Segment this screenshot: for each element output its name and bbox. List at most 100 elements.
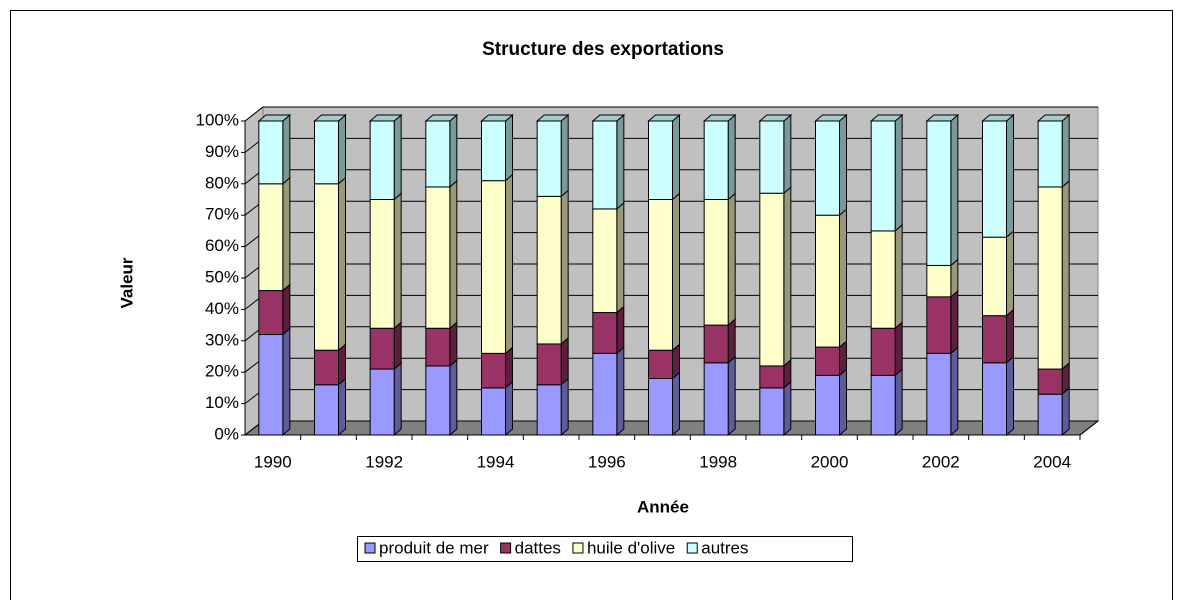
bar [369, 368, 395, 436]
bar-side [1061, 179, 1070, 371]
bar [258, 120, 284, 185]
bar [536, 384, 562, 436]
bar-side [338, 343, 346, 386]
y-tick-label: 20% [205, 362, 239, 381]
x-tick-label: 1996 [588, 452, 626, 471]
bar [759, 192, 785, 367]
bar-side [672, 371, 680, 437]
bar [870, 327, 896, 376]
bar-side [282, 283, 291, 336]
bar [369, 199, 395, 329]
y-axis-label: Valeur [117, 257, 136, 308]
bar-side [282, 176, 291, 292]
bar [815, 120, 840, 216]
bar [1037, 393, 1063, 436]
bar-side [616, 305, 625, 355]
bar-side [672, 192, 680, 352]
bar [815, 214, 840, 348]
x-tick-label: 2000 [811, 452, 849, 471]
bar-side [393, 321, 402, 371]
bar [314, 349, 339, 386]
bar [648, 349, 673, 379]
chart-title: Structure des exportations [482, 39, 724, 60]
y-tick-label: 100% [196, 110, 239, 129]
bar-side [338, 176, 346, 352]
bar [759, 365, 785, 389]
bar [648, 199, 673, 351]
bar [982, 315, 1007, 364]
bar-top [702, 114, 737, 122]
bar [536, 343, 562, 386]
bar-side [393, 192, 402, 330]
bar [536, 120, 562, 197]
bar-top [368, 114, 403, 122]
bar-side [449, 179, 458, 330]
bar-side [393, 113, 402, 201]
bar-side [1061, 113, 1070, 189]
legend-label: autres [701, 538, 748, 557]
bar-side [1006, 308, 1014, 364]
legend-swatch [686, 542, 698, 554]
bar [592, 352, 618, 436]
grid-line [244, 106, 1098, 122]
bar [536, 195, 562, 345]
bar-side [560, 189, 569, 346]
bar [648, 120, 673, 200]
bar [425, 120, 451, 188]
bar-side [839, 113, 847, 217]
y-tick-label: 10% [205, 393, 239, 412]
y-tick-label: 60% [205, 236, 239, 255]
bar [314, 183, 339, 351]
bar-side [560, 377, 569, 437]
bar-side [894, 113, 903, 232]
bar-side [505, 113, 513, 182]
bar [982, 362, 1007, 436]
bar-top [925, 114, 960, 122]
bar [258, 334, 284, 436]
bar-side [783, 380, 792, 437]
bar-top [480, 114, 514, 122]
bar-top [591, 114, 626, 122]
bar-side [1006, 355, 1014, 437]
bar [703, 120, 729, 200]
bar [258, 183, 284, 292]
bar [1037, 368, 1063, 395]
bar [815, 374, 840, 436]
legend-label: produit de mer [379, 538, 489, 557]
bar-top [981, 114, 1015, 122]
bar-side [282, 113, 291, 185]
bar [481, 387, 506, 436]
bar-top [535, 114, 570, 122]
bar [870, 230, 896, 329]
bar-side [727, 113, 736, 201]
x-axis-label: Année [637, 497, 689, 516]
bar-side [839, 208, 847, 349]
bar [926, 120, 952, 266]
bar-top [647, 114, 681, 122]
bar-side [783, 186, 792, 368]
bar-side [727, 192, 736, 327]
y-tick-label: 50% [205, 267, 239, 286]
x-tick-label: 1992 [365, 452, 403, 471]
bar [759, 120, 785, 194]
legend-label: dattes [515, 538, 561, 557]
bar-side [616, 346, 625, 437]
bar [592, 312, 618, 354]
bar [926, 352, 952, 436]
bar-top [1036, 114, 1071, 122]
bar-side [894, 368, 903, 437]
bar [258, 290, 284, 336]
bar-side [783, 113, 792, 195]
bar [870, 120, 896, 232]
bar [703, 199, 729, 326]
bar-side [727, 318, 736, 364]
y-tick-label: 80% [205, 173, 239, 192]
bar [314, 384, 339, 436]
x-tick-label: 1994 [477, 452, 515, 471]
bar [425, 327, 451, 367]
x-axis-depth [1079, 420, 1099, 436]
bar-side [1006, 113, 1014, 239]
bar [1037, 186, 1063, 370]
bar [648, 377, 673, 436]
bar [592, 208, 618, 314]
